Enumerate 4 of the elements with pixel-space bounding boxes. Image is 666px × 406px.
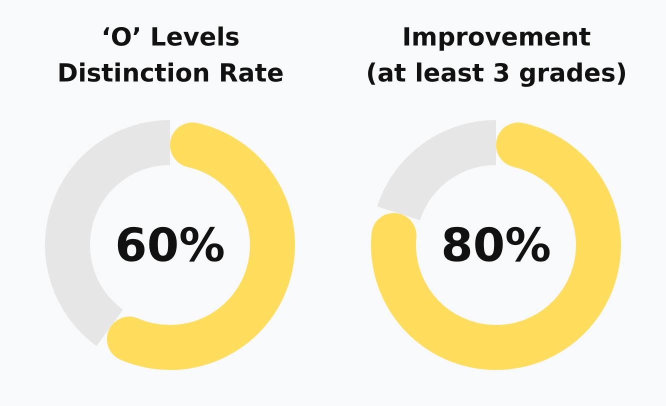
chart-title: Improvement (at least 3 grades) (366, 22, 628, 88)
chart-title: ‘O’ Levels Distinction Rate (57, 22, 284, 88)
data-label: 60% (114, 218, 226, 272)
data-label: 80% (440, 218, 552, 272)
